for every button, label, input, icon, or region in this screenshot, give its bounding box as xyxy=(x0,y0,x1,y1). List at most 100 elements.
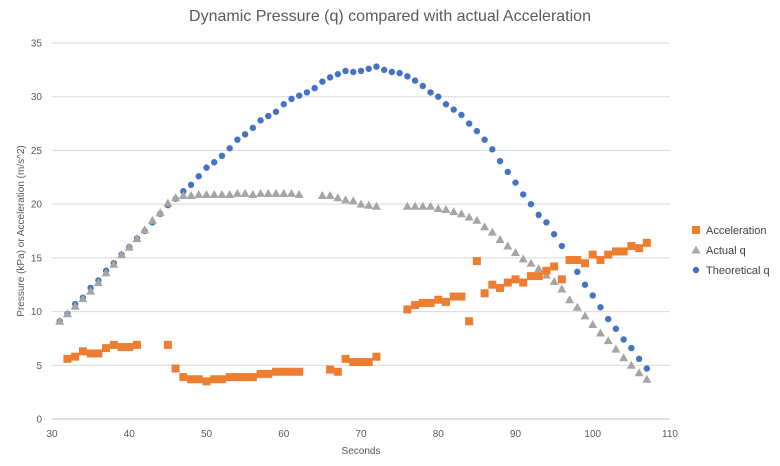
theoretical-q-point xyxy=(411,77,419,84)
acceleration-point xyxy=(573,256,582,265)
legend-marker-acceleration xyxy=(692,226,700,234)
acceleration-point xyxy=(248,373,257,382)
theoretical-q-point xyxy=(535,211,542,219)
theoretical-q-point xyxy=(435,93,442,100)
acceleration-point xyxy=(364,358,373,367)
actual-q-point xyxy=(209,189,219,198)
theoretical-q-point xyxy=(396,69,403,77)
acceleration-point xyxy=(457,292,466,301)
actual-q-point xyxy=(186,191,196,200)
actual-q-point xyxy=(109,259,119,268)
x-tick-label: 30 xyxy=(46,429,58,440)
theoretical-q-point xyxy=(473,127,481,135)
theoretical-q-point xyxy=(265,112,272,120)
acceleration-point xyxy=(627,242,636,251)
acceleration-point xyxy=(71,352,80,361)
x-tick-label: 60 xyxy=(278,429,290,440)
acceleration-point xyxy=(426,298,435,307)
x-axis-title: Seconds xyxy=(342,446,381,457)
y-axis-title: Pressure (kPa) or Acceleration (m/s^2) xyxy=(16,145,27,316)
actual-q-point xyxy=(534,264,544,273)
acceleration-point xyxy=(511,275,520,284)
actual-q-point xyxy=(480,222,490,231)
acceleration-point xyxy=(611,247,620,256)
actual-q-point xyxy=(78,294,88,303)
theoretical-q-point xyxy=(187,181,195,189)
acceleration-point xyxy=(472,257,481,266)
actual-q-point xyxy=(565,295,575,304)
acceleration-point xyxy=(341,354,350,363)
actual-q-point xyxy=(557,284,567,293)
acceleration-point xyxy=(132,340,141,349)
actual-q-point xyxy=(611,344,621,353)
actual-q-point xyxy=(101,268,111,277)
tick-labels: 0 5 10 15 20 25 30 35 30 40 50 60 70 80 90 100 110 xyxy=(31,39,679,441)
actual-q-point xyxy=(286,188,296,197)
acceleration-point xyxy=(441,297,450,306)
theoretical-q-point xyxy=(442,101,450,108)
theoretical-q-point xyxy=(628,344,635,352)
theoretical-q-point xyxy=(520,191,527,198)
theoretical-q-point xyxy=(643,365,651,372)
acceleration-point xyxy=(125,343,134,352)
acceleration-point xyxy=(550,262,559,271)
acceleration-point xyxy=(295,367,304,376)
actual-q-point xyxy=(549,276,559,285)
actual-q-point xyxy=(271,188,281,197)
theoretical-q-point xyxy=(342,67,349,75)
acceleration-point xyxy=(202,377,211,386)
y-tick-label: 10 xyxy=(31,307,43,318)
legend-label-actual-q: Actual q xyxy=(706,245,746,257)
actual-q-point xyxy=(232,188,242,197)
theoretical-q-point xyxy=(288,95,295,103)
theoretical-q-point xyxy=(218,152,226,159)
acceleration-point xyxy=(542,266,551,275)
acceleration-point xyxy=(171,364,180,373)
theoretical-q-point xyxy=(226,145,233,152)
x-tick-label: 70 xyxy=(355,429,367,440)
acceleration-point xyxy=(326,365,335,374)
actual-q-point xyxy=(93,278,103,287)
theoretical-q-point xyxy=(550,231,558,238)
acceleration-point xyxy=(256,369,265,378)
actual-q-point xyxy=(317,191,327,200)
acceleration-point xyxy=(233,373,242,382)
y-tick-label: 15 xyxy=(31,253,43,264)
theoretical-q-point xyxy=(450,106,457,113)
theoretical-q-point xyxy=(380,66,388,74)
acceleration-point xyxy=(619,247,628,256)
theoretical-q-point xyxy=(419,82,426,90)
legend-label-acceleration: Acceleration xyxy=(706,225,767,237)
acceleration-point xyxy=(272,367,281,376)
actual-q-point xyxy=(202,189,211,198)
x-tick-label: 40 xyxy=(124,429,136,440)
actual-q-point xyxy=(155,208,165,217)
actual-q-point xyxy=(503,241,513,250)
actual-q-point xyxy=(418,201,428,210)
theoretical-q-point xyxy=(365,65,372,72)
actual-q-point xyxy=(294,189,304,198)
theoretical-q-point xyxy=(280,101,287,108)
actual-q-point xyxy=(163,198,173,207)
chart-title: Dynamic Pressure (q) compared with actua… xyxy=(189,8,591,25)
theoretical-q-point xyxy=(635,355,643,363)
actual-q-point xyxy=(449,207,459,216)
x-tick-label: 90 xyxy=(510,429,522,440)
theoretical-q-point xyxy=(241,131,249,138)
legend: Acceleration Actual q Theoretical q xyxy=(691,225,770,277)
acceleration-point xyxy=(357,358,365,367)
actual-q-point xyxy=(348,196,358,205)
actual-q-point xyxy=(132,234,142,243)
theoretical-q-point xyxy=(620,336,627,343)
actual-q-point xyxy=(518,254,528,263)
theoretical-q-point xyxy=(489,146,496,153)
acceleration-point xyxy=(349,358,358,367)
theoretical-q-point xyxy=(605,315,612,323)
theoretical-q-point xyxy=(504,168,511,176)
actual-q-point xyxy=(263,188,273,197)
theoretical-q-point xyxy=(543,219,550,226)
theoretical-q-point xyxy=(512,179,519,186)
y-tick-label: 0 xyxy=(36,415,42,426)
actual-q-point xyxy=(325,191,335,200)
